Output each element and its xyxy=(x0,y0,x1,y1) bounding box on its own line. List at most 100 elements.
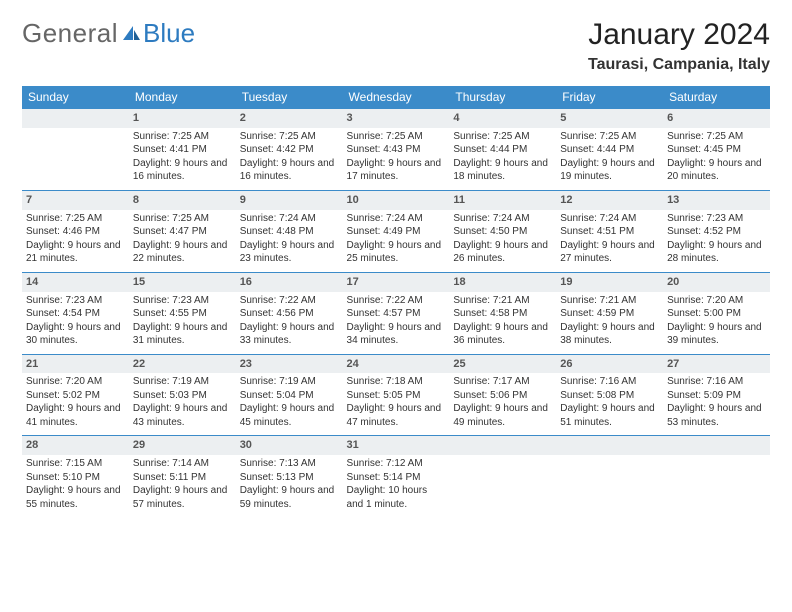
day-number xyxy=(556,435,663,455)
day-number: 7 xyxy=(22,190,129,210)
daylight-text: Daylight: 9 hours and 18 minutes. xyxy=(453,157,552,184)
day-details: Sunrise: 7:19 AMSunset: 5:04 PMDaylight:… xyxy=(236,373,343,435)
calendar-week-row: 28Sunrise: 7:15 AMSunset: 5:10 PMDayligh… xyxy=(22,435,770,517)
sunset-text: Sunset: 5:03 PM xyxy=(133,389,232,403)
sunrise-text: Sunrise: 7:23 AM xyxy=(26,294,125,308)
sunrise-text: Sunrise: 7:23 AM xyxy=(667,212,766,226)
daylight-text: Daylight: 9 hours and 30 minutes. xyxy=(26,321,125,348)
day-number xyxy=(22,108,129,128)
sunset-text: Sunset: 4:44 PM xyxy=(453,143,552,157)
sunrise-text: Sunrise: 7:25 AM xyxy=(347,130,446,144)
day-details xyxy=(556,455,663,505)
day-number: 28 xyxy=(22,435,129,455)
day-details: Sunrise: 7:16 AMSunset: 5:09 PMDaylight:… xyxy=(663,373,770,435)
day-details: Sunrise: 7:25 AMSunset: 4:45 PMDaylight:… xyxy=(663,128,770,190)
sunrise-text: Sunrise: 7:14 AM xyxy=(133,457,232,471)
day-details xyxy=(22,128,129,178)
sunset-text: Sunset: 5:06 PM xyxy=(453,389,552,403)
daylight-text: Daylight: 9 hours and 57 minutes. xyxy=(133,484,232,511)
sunrise-text: Sunrise: 7:21 AM xyxy=(453,294,552,308)
day-details: Sunrise: 7:21 AMSunset: 4:58 PMDaylight:… xyxy=(449,292,556,354)
sunset-text: Sunset: 4:44 PM xyxy=(560,143,659,157)
sunrise-text: Sunrise: 7:22 AM xyxy=(240,294,339,308)
daylight-text: Daylight: 9 hours and 36 minutes. xyxy=(453,321,552,348)
calendar-day-cell: 7Sunrise: 7:25 AMSunset: 4:46 PMDaylight… xyxy=(22,190,129,272)
calendar-day-cell: 19Sunrise: 7:21 AMSunset: 4:59 PMDayligh… xyxy=(556,272,663,354)
day-number: 18 xyxy=(449,272,556,292)
daylight-text: Daylight: 9 hours and 33 minutes. xyxy=(240,321,339,348)
day-details: Sunrise: 7:12 AMSunset: 5:14 PMDaylight:… xyxy=(343,455,450,517)
daylight-text: Daylight: 9 hours and 49 minutes. xyxy=(453,402,552,429)
day-details: Sunrise: 7:24 AMSunset: 4:50 PMDaylight:… xyxy=(449,210,556,272)
day-details: Sunrise: 7:19 AMSunset: 5:03 PMDaylight:… xyxy=(129,373,236,435)
sunset-text: Sunset: 4:49 PM xyxy=(347,225,446,239)
sunrise-text: Sunrise: 7:13 AM xyxy=(240,457,339,471)
weekday-header: Saturday xyxy=(663,86,770,108)
day-number: 31 xyxy=(343,435,450,455)
sunrise-text: Sunrise: 7:25 AM xyxy=(453,130,552,144)
sunset-text: Sunset: 4:41 PM xyxy=(133,143,232,157)
day-number: 19 xyxy=(556,272,663,292)
sunset-text: Sunset: 5:09 PM xyxy=(667,389,766,403)
calendar-day-cell: 5Sunrise: 7:25 AMSunset: 4:44 PMDaylight… xyxy=(556,108,663,190)
sunset-text: Sunset: 4:56 PM xyxy=(240,307,339,321)
calendar-day-cell: 22Sunrise: 7:19 AMSunset: 5:03 PMDayligh… xyxy=(129,354,236,436)
calendar-day-cell: 16Sunrise: 7:22 AMSunset: 4:56 PMDayligh… xyxy=(236,272,343,354)
daylight-text: Daylight: 9 hours and 21 minutes. xyxy=(26,239,125,266)
day-details: Sunrise: 7:13 AMSunset: 5:13 PMDaylight:… xyxy=(236,455,343,517)
sunrise-text: Sunrise: 7:25 AM xyxy=(133,212,232,226)
sunrise-text: Sunrise: 7:15 AM xyxy=(26,457,125,471)
day-details: Sunrise: 7:22 AMSunset: 4:57 PMDaylight:… xyxy=(343,292,450,354)
weekday-header: Wednesday xyxy=(343,86,450,108)
calendar-body: 1Sunrise: 7:25 AMSunset: 4:41 PMDaylight… xyxy=(22,108,770,517)
day-number: 12 xyxy=(556,190,663,210)
day-number: 8 xyxy=(129,190,236,210)
sunrise-text: Sunrise: 7:25 AM xyxy=(26,212,125,226)
day-number: 20 xyxy=(663,272,770,292)
day-details: Sunrise: 7:25 AMSunset: 4:47 PMDaylight:… xyxy=(129,210,236,272)
day-details: Sunrise: 7:25 AMSunset: 4:44 PMDaylight:… xyxy=(556,128,663,190)
sunset-text: Sunset: 4:54 PM xyxy=(26,307,125,321)
calendar-day-cell: 6Sunrise: 7:25 AMSunset: 4:45 PMDaylight… xyxy=(663,108,770,190)
sunrise-text: Sunrise: 7:16 AM xyxy=(560,375,659,389)
sunrise-text: Sunrise: 7:23 AM xyxy=(133,294,232,308)
day-details xyxy=(663,455,770,505)
day-details: Sunrise: 7:25 AMSunset: 4:46 PMDaylight:… xyxy=(22,210,129,272)
day-details: Sunrise: 7:25 AMSunset: 4:42 PMDaylight:… xyxy=(236,128,343,190)
day-number: 25 xyxy=(449,354,556,374)
calendar-day-cell: 3Sunrise: 7:25 AMSunset: 4:43 PMDaylight… xyxy=(343,108,450,190)
day-details: Sunrise: 7:17 AMSunset: 5:06 PMDaylight:… xyxy=(449,373,556,435)
calendar-day-cell: 31Sunrise: 7:12 AMSunset: 5:14 PMDayligh… xyxy=(343,435,450,517)
calendar-day-cell: 24Sunrise: 7:18 AMSunset: 5:05 PMDayligh… xyxy=(343,354,450,436)
day-details: Sunrise: 7:24 AMSunset: 4:51 PMDaylight:… xyxy=(556,210,663,272)
day-details: Sunrise: 7:23 AMSunset: 4:52 PMDaylight:… xyxy=(663,210,770,272)
sunset-text: Sunset: 5:14 PM xyxy=(347,471,446,485)
sunrise-text: Sunrise: 7:19 AM xyxy=(240,375,339,389)
calendar-day-cell xyxy=(449,435,556,517)
day-details xyxy=(449,455,556,505)
day-number: 10 xyxy=(343,190,450,210)
calendar-day-cell: 17Sunrise: 7:22 AMSunset: 4:57 PMDayligh… xyxy=(343,272,450,354)
calendar-week-row: 1Sunrise: 7:25 AMSunset: 4:41 PMDaylight… xyxy=(22,108,770,190)
sunset-text: Sunset: 5:10 PM xyxy=(26,471,125,485)
weekday-header: Sunday xyxy=(22,86,129,108)
daylight-text: Daylight: 9 hours and 55 minutes. xyxy=(26,484,125,511)
sunset-text: Sunset: 4:52 PM xyxy=(667,225,766,239)
daylight-text: Daylight: 9 hours and 17 minutes. xyxy=(347,157,446,184)
day-number: 4 xyxy=(449,108,556,128)
location-label: Taurasi, Campania, Italy xyxy=(588,56,770,74)
sunrise-text: Sunrise: 7:25 AM xyxy=(240,130,339,144)
day-details: Sunrise: 7:14 AMSunset: 5:11 PMDaylight:… xyxy=(129,455,236,517)
day-number: 24 xyxy=(343,354,450,374)
day-details: Sunrise: 7:23 AMSunset: 4:54 PMDaylight:… xyxy=(22,292,129,354)
month-title: January 2024 xyxy=(588,18,770,52)
sunset-text: Sunset: 5:02 PM xyxy=(26,389,125,403)
daylight-text: Daylight: 10 hours and 1 minute. xyxy=(347,484,446,511)
calendar-day-cell: 23Sunrise: 7:19 AMSunset: 5:04 PMDayligh… xyxy=(236,354,343,436)
sunset-text: Sunset: 4:51 PM xyxy=(560,225,659,239)
day-details: Sunrise: 7:24 AMSunset: 4:48 PMDaylight:… xyxy=(236,210,343,272)
sunrise-text: Sunrise: 7:12 AM xyxy=(347,457,446,471)
sunset-text: Sunset: 4:59 PM xyxy=(560,307,659,321)
sunset-text: Sunset: 5:05 PM xyxy=(347,389,446,403)
day-number: 15 xyxy=(129,272,236,292)
